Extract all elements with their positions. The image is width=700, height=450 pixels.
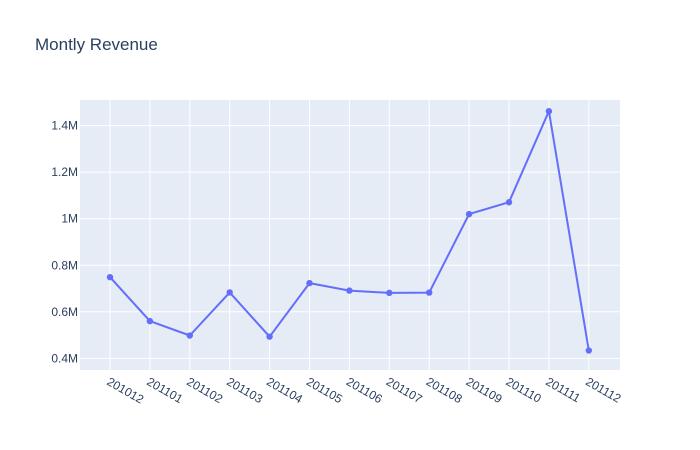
data-point[interactable] [346,287,353,294]
x-tick-label: 201103 [224,374,265,406]
data-point[interactable] [106,273,114,281]
y-axis-ticks: 0.4M 0.6M 0.8M 1M 1.2M 1.4M [51,119,78,366]
data-point[interactable] [545,108,553,115]
y-tick-label: 1.4M [51,119,78,133]
y-tick-label: 0.4M [51,351,78,365]
data-point[interactable] [386,289,393,297]
x-tick-label: 201106 [344,374,385,406]
data-point[interactable] [186,332,193,339]
x-tick-label: 201107 [384,374,425,406]
y-tick-label: 1M [61,212,78,226]
plot-area [80,100,620,370]
y-tick-label: 0.6M [51,305,78,319]
series-group [106,108,592,354]
data-point[interactable] [226,289,233,296]
chart-title: Montly Revenue [35,35,158,54]
data-point[interactable] [266,333,273,340]
data-point[interactable] [146,317,154,325]
y-tick-label: 0.8M [51,258,78,272]
x-tick-label: 201101 [144,374,185,406]
x-tick-label: 201112 [583,374,623,405]
x-tick-label: 201108 [424,374,465,406]
x-tick-label: 201104 [264,374,305,406]
data-point[interactable] [505,199,513,206]
data-point[interactable] [465,210,473,218]
x-axis-ticks: 2010122011012011022011032011042011052011… [105,374,624,406]
data-point[interactable] [585,347,592,354]
grid-lines [80,100,620,370]
data-point[interactable] [426,289,433,296]
x-tick-label: 201012 [105,374,147,406]
x-tick-label: 201105 [304,374,345,406]
x-tick-label: 201109 [464,374,505,406]
x-tick-label: 201111 [543,374,583,405]
x-tick-label: 201110 [504,374,544,405]
x-tick-label: 201102 [184,374,225,406]
y-tick-label: 1.2M [51,165,78,179]
data-point[interactable] [306,279,313,287]
